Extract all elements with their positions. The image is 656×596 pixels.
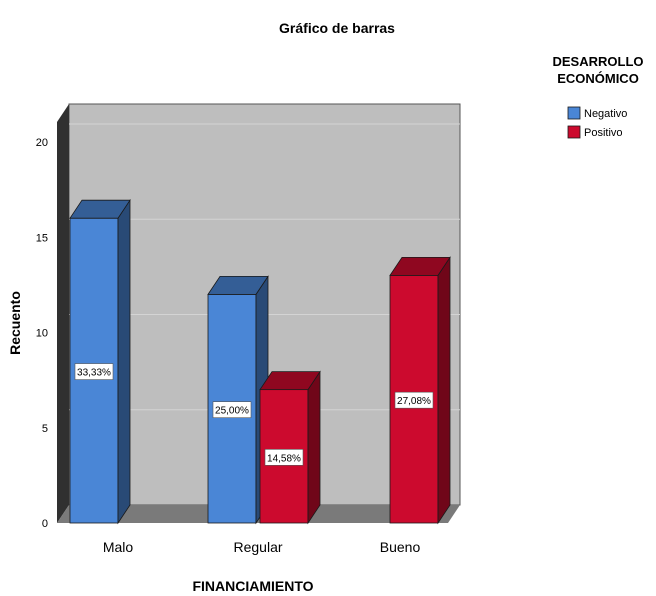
bar-top	[259, 371, 321, 391]
y-tick-label: 15	[36, 232, 48, 244]
y-tick-label: 5	[42, 423, 48, 435]
data-label: 33,33%	[77, 368, 111, 379]
bar-regular-positivo: 14,58%	[259, 370, 321, 525]
data-label: 14,58%	[267, 453, 301, 464]
x-axis-title: FINANCIAMIENTO	[192, 578, 313, 594]
plot-left-wall	[57, 104, 69, 523]
bar-top	[207, 275, 269, 295]
bar-bueno-positivo: 27,08%	[389, 256, 451, 525]
x-category-label: Regular	[233, 539, 282, 555]
data-label-box	[74, 363, 114, 380]
legend-title-line-2: ECONÓMICO	[557, 71, 639, 86]
bar-side	[307, 370, 321, 525]
y-axis-title: Recuento	[7, 291, 23, 355]
bar-side	[117, 198, 131, 525]
bar-top	[69, 199, 131, 219]
bar-regular-negativo: 25,00%	[207, 275, 269, 525]
bar-top	[389, 256, 451, 276]
y-tick-label: 20	[36, 137, 48, 149]
legend-label-positivo: Positivo	[584, 127, 623, 139]
data-label-box	[394, 391, 434, 409]
legend-label-negativo: Negativo	[584, 108, 627, 120]
y-tick-label: 0	[42, 518, 48, 530]
data-label-box	[264, 449, 304, 466]
x-axis-category-labels: Malo Regular Bueno	[103, 539, 421, 555]
bar-side	[437, 256, 451, 525]
legend-title-line-1: DESARROLLO	[553, 54, 644, 69]
x-category-label: Bueno	[380, 539, 421, 555]
bar-malo-negativo: 33,33%	[69, 198, 131, 525]
bars: 33,33% 25,00% 14,58% 27,08%	[69, 198, 451, 525]
x-category-label: Malo	[103, 539, 134, 555]
y-axis-ticks: 0 5 10 15 20	[36, 137, 48, 530]
data-label-box	[212, 401, 252, 419]
data-label: 25,00%	[215, 406, 249, 417]
legend: DESARROLLO ECONÓMICO Negativo Positivo	[553, 54, 644, 139]
legend-swatch-positivo	[567, 125, 581, 139]
y-tick-label: 10	[36, 328, 48, 340]
legend-swatch-negativo	[567, 106, 581, 120]
chart-title: Gráfico de barras	[279, 20, 395, 36]
data-label: 27,08%	[397, 396, 431, 407]
